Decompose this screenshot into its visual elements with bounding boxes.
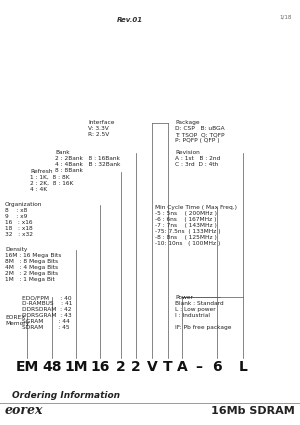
- Text: A: A: [177, 360, 188, 374]
- Text: L: L: [238, 360, 247, 374]
- Text: Refresh
1 : 1K,  8 : 8K
2 : 2K,  8 : 16K
4 : 4K: Refresh 1 : 1K, 8 : 8K 2 : 2K, 8 : 16K 4…: [30, 169, 74, 192]
- Text: Interface
V: 3.3V
R: 2.5V: Interface V: 3.3V R: 2.5V: [88, 120, 115, 137]
- Text: Package
D: CSP   B: uBGA
T: TSOP  Q: TQFP
P: PQFP ( QFP ): Package D: CSP B: uBGA T: TSOP Q: TQFP P…: [175, 120, 225, 143]
- Text: EOREX
Memory: EOREX Memory: [5, 315, 29, 326]
- Text: –: –: [196, 360, 202, 374]
- Text: T: T: [163, 360, 173, 374]
- Text: 16Mb SDRAM: 16Mb SDRAM: [211, 406, 295, 416]
- Text: Power
Blank : Standard
L : Low power
I : Industrial

IF: Pb free package: Power Blank : Standard L : Low power I :…: [175, 295, 232, 330]
- Text: EDO/FPM      : 40
D-RAMBUS    : 41
DDRSDRAM  : 42
DDRSGRAM  : 43
SGRAM        : : EDO/FPM : 40 D-RAMBUS : 41 DDRSDRAM : 42…: [22, 295, 72, 330]
- Text: V: V: [147, 360, 158, 374]
- Text: 6: 6: [212, 360, 222, 374]
- Text: Density
16M : 16 Mega Bits
8M   : 8 Mega Bits
4M   : 4 Mega Bits
2M   : 2 Mega B: Density 16M : 16 Mega Bits 8M : 8 Mega B…: [5, 247, 62, 282]
- Text: 16: 16: [90, 360, 110, 374]
- Text: 1/18: 1/18: [280, 14, 292, 20]
- Text: 1M: 1M: [64, 360, 88, 374]
- Text: 2: 2: [131, 360, 141, 374]
- Text: Revision
A : 1st   B : 2nd
C : 3rd  D : 4th: Revision A : 1st B : 2nd C : 3rd D : 4th: [175, 150, 220, 167]
- Text: 48: 48: [42, 360, 62, 374]
- Text: eorex: eorex: [5, 405, 44, 417]
- Text: EM: EM: [15, 360, 39, 374]
- Text: Min Cycle Time ( Max Freq.)
-5 : 5ns    ( 200MHz )
-6 : 6ns    ( 167MHz )
-7 : 7: Min Cycle Time ( Max Freq.) -5 : 5ns ( 2…: [155, 205, 237, 246]
- Text: Bank
2 : 2Bank   8 : 16Bank
4 : 4Bank   B : 32Bank
8 : 8Bank: Bank 2 : 2Bank 8 : 16Bank 4 : 4Bank B : …: [55, 150, 120, 173]
- Text: Rev.01: Rev.01: [117, 17, 143, 23]
- Text: Ordering Information: Ordering Information: [12, 391, 120, 399]
- Text: 2: 2: [116, 360, 126, 374]
- Text: Organization
8    : x8
9    : x9
16   : x16
18   : x18
32   : x32: Organization 8 : x8 9 : x9 16 : x16 18 :…: [5, 202, 42, 237]
